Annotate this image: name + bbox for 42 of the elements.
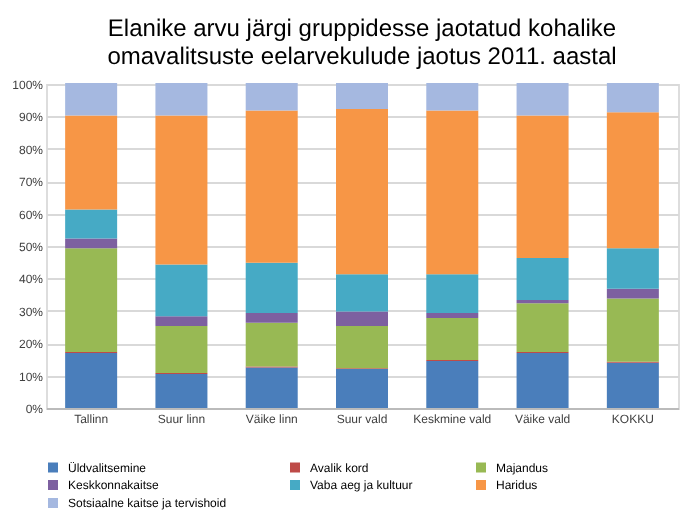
bar xyxy=(155,373,208,408)
bar xyxy=(155,316,208,327)
bar xyxy=(336,83,388,109)
bar xyxy=(606,362,659,408)
bar xyxy=(516,257,569,301)
bar xyxy=(516,83,569,116)
bar xyxy=(155,115,208,265)
text: Elanike arvu järgi gruppidesse jaotatud kohalike xyxy=(107,14,617,42)
bar xyxy=(65,83,118,116)
bar xyxy=(426,83,479,111)
bar xyxy=(336,108,388,275)
bar xyxy=(336,311,388,327)
bar xyxy=(336,369,388,408)
bar xyxy=(155,264,208,317)
bar xyxy=(426,317,479,361)
bar xyxy=(336,326,388,369)
bar xyxy=(606,288,659,299)
bar xyxy=(245,262,298,314)
bar xyxy=(245,367,298,408)
bar xyxy=(516,115,569,258)
bar xyxy=(426,361,479,408)
bar xyxy=(65,238,118,249)
bar xyxy=(606,112,659,249)
bar xyxy=(426,110,479,275)
bar xyxy=(516,352,569,408)
bar xyxy=(606,83,659,113)
bar xyxy=(426,274,479,314)
bar xyxy=(65,115,118,210)
bar xyxy=(155,326,208,374)
bar xyxy=(245,83,298,111)
bar xyxy=(606,298,659,362)
bar xyxy=(606,248,659,289)
bar xyxy=(516,303,569,352)
bar xyxy=(245,110,298,263)
text: omavalitsuste eelarvekulude jaotus 2011. aastal xyxy=(107,42,617,70)
bar xyxy=(245,322,298,367)
bar xyxy=(155,83,208,116)
bar xyxy=(65,248,118,352)
bar xyxy=(336,274,388,312)
bar xyxy=(65,209,118,239)
bar xyxy=(65,352,118,408)
bar xyxy=(245,313,298,323)
